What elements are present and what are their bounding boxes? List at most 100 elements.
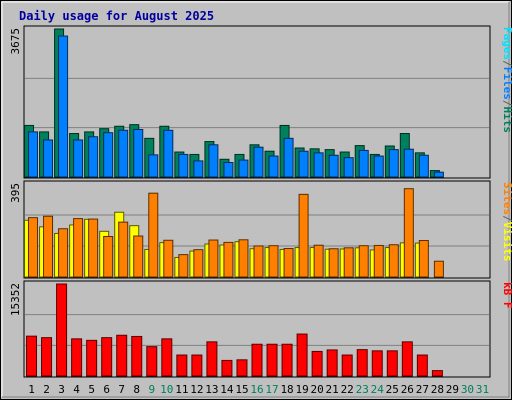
bar-files-day-3 bbox=[58, 35, 69, 178]
day-label-26: 26 bbox=[401, 383, 414, 396]
bar-sites-day-23 bbox=[358, 245, 369, 278]
bar-sites-day-6 bbox=[103, 236, 114, 278]
day-label-11: 11 bbox=[175, 383, 188, 396]
bar-sites-day-5 bbox=[88, 218, 99, 278]
bar-files-day-19 bbox=[298, 150, 309, 178]
legend-entry: Hits bbox=[501, 107, 512, 134]
bar-sites-day-25 bbox=[388, 244, 399, 278]
bar-sites-day-27 bbox=[418, 240, 429, 278]
bar-kb-f-day-9 bbox=[146, 346, 158, 377]
bar-sites-day-3 bbox=[58, 228, 69, 278]
bar-files-day-6 bbox=[103, 132, 114, 178]
bar-sites-day-9 bbox=[148, 192, 159, 278]
day-label-17: 17 bbox=[265, 383, 278, 396]
bar-files-day-7 bbox=[118, 129, 129, 178]
bar-kb-f-day-19 bbox=[296, 333, 308, 377]
day-label-5: 5 bbox=[88, 383, 95, 396]
legend-entry: / bbox=[501, 215, 512, 222]
bar-kb-f-day-13 bbox=[206, 341, 218, 377]
bar-files-day-27 bbox=[418, 154, 429, 178]
day-label-25: 25 bbox=[386, 383, 399, 396]
bar-files-day-17 bbox=[268, 155, 279, 178]
bar-sites-day-16 bbox=[253, 245, 264, 278]
legend-entry: / bbox=[501, 60, 512, 67]
legend-sites-visits: Sites/Visits bbox=[501, 182, 512, 262]
legend-hits-files: Pages/Files/Hits bbox=[501, 27, 512, 133]
day-label-13: 13 bbox=[205, 383, 218, 396]
day-label-31: 31 bbox=[476, 383, 489, 396]
day-label-21: 21 bbox=[326, 383, 339, 396]
bar-sites-day-15 bbox=[238, 239, 249, 278]
day-label-18: 18 bbox=[280, 383, 293, 396]
legend-entry: Pages bbox=[501, 27, 512, 60]
bar-kb-f-day-5 bbox=[86, 339, 98, 377]
bar-files-day-26 bbox=[403, 148, 414, 178]
bar-files-day-8 bbox=[133, 128, 144, 178]
bar-kb-f-day-2 bbox=[41, 337, 53, 377]
bar-files-day-14 bbox=[223, 162, 234, 178]
day-label-7: 7 bbox=[118, 383, 125, 396]
bar-sites-day-20 bbox=[313, 244, 324, 278]
bar-files-day-25 bbox=[388, 149, 399, 178]
bar-kb-f-day-1 bbox=[26, 335, 38, 377]
bar-sites-day-21 bbox=[328, 248, 339, 278]
bar-kb-f-day-10 bbox=[161, 338, 173, 377]
bar-kb-f-day-6 bbox=[101, 337, 113, 377]
day-label-23: 23 bbox=[356, 383, 369, 396]
legend-kbytes: kB F bbox=[501, 282, 512, 309]
panel-sites-visits: 395 Sites/Visits bbox=[9, 180, 512, 279]
bar-kb-f-day-26 bbox=[401, 341, 413, 377]
bar-kb-f-day-28 bbox=[431, 370, 443, 377]
bar-sites-day-11 bbox=[178, 254, 189, 278]
day-label-22: 22 bbox=[341, 383, 354, 396]
day-label-19: 19 bbox=[295, 383, 308, 396]
legend-entry: Visits bbox=[501, 222, 512, 262]
bar-files-day-9 bbox=[148, 154, 159, 178]
bar-sites-day-10 bbox=[163, 239, 174, 278]
day-label-24: 24 bbox=[371, 383, 385, 396]
bar-sites-day-2 bbox=[43, 215, 54, 278]
bar-kb-f-day-21 bbox=[326, 349, 338, 377]
bar-kb-f-day-24 bbox=[371, 350, 383, 377]
bar-kb-f-day-8 bbox=[131, 335, 143, 377]
bar-kb-f-day-25 bbox=[386, 350, 398, 377]
day-label-28: 28 bbox=[431, 383, 444, 396]
bar-files-day-11 bbox=[178, 153, 189, 178]
bar-files-day-28 bbox=[433, 171, 444, 178]
day-label-1: 1 bbox=[28, 383, 35, 396]
max-value-label: 15352 bbox=[9, 283, 22, 316]
day-label-20: 20 bbox=[311, 383, 324, 396]
bar-files-day-4 bbox=[73, 139, 84, 178]
bar-files-day-22 bbox=[343, 157, 354, 178]
day-label-4: 4 bbox=[73, 383, 80, 396]
max-value-label: 3675 bbox=[9, 28, 22, 55]
day-label-10: 10 bbox=[160, 383, 173, 396]
bar-kb-f-day-4 bbox=[71, 338, 83, 377]
bar-kb-f-day-27 bbox=[416, 354, 428, 377]
day-label-8: 8 bbox=[133, 383, 140, 396]
legend-entry: / bbox=[501, 100, 512, 107]
bar-files-day-23 bbox=[358, 149, 369, 178]
bar-files-day-24 bbox=[373, 155, 384, 178]
bar-files-day-1 bbox=[28, 131, 39, 178]
bar-kb-f-day-18 bbox=[281, 343, 293, 377]
bar-files-day-21 bbox=[328, 154, 339, 178]
bar-kb-f-day-11 bbox=[176, 354, 188, 377]
bar-files-day-13 bbox=[208, 144, 219, 178]
legend-entry: Files bbox=[501, 67, 512, 100]
bar-sites-day-1 bbox=[28, 217, 39, 278]
bar-files-day-10 bbox=[163, 129, 174, 178]
bar-files-day-12 bbox=[193, 160, 204, 178]
bar-files-day-16 bbox=[253, 146, 264, 178]
bar-sites-day-19 bbox=[298, 193, 309, 278]
bar-files-day-20 bbox=[313, 152, 324, 178]
bar-sites-day-13 bbox=[208, 239, 219, 278]
max-value-label: 395 bbox=[9, 183, 22, 203]
bar-sites-day-18 bbox=[283, 248, 294, 278]
day-label-30: 30 bbox=[461, 383, 474, 396]
bar-kb-f-day-7 bbox=[116, 334, 128, 377]
